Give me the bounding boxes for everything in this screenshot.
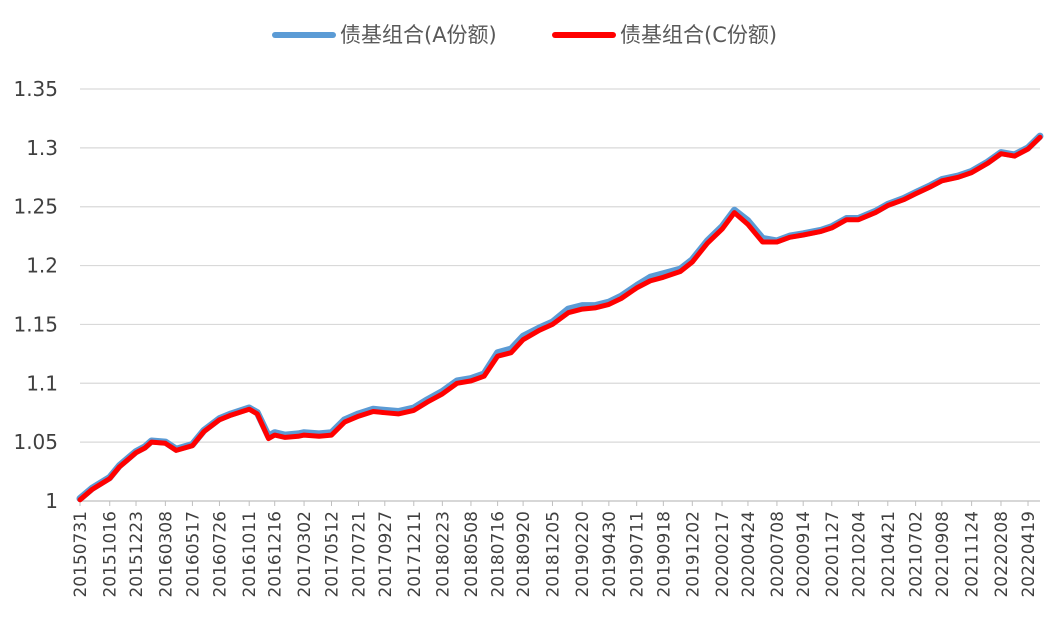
x-tick-label: 20161216: [266, 511, 286, 598]
x-tick-label: 20200217: [713, 511, 733, 598]
y-tick-label: 1.1: [26, 371, 58, 395]
legend-label-c: 债基组合(C份额): [620, 23, 777, 47]
x-tick-label: 20160726: [210, 511, 230, 598]
x-tick-label: 20151223: [127, 511, 147, 598]
legend-item-a[interactable]: 债基组合(A份额): [272, 23, 497, 47]
x-tick-label: 20190430: [600, 511, 620, 598]
x-tick-label: 20180223: [433, 511, 453, 598]
x-tick-label: 20170302: [295, 511, 315, 598]
x-tick-label: 20200424: [739, 511, 759, 598]
y-axis: 1 1.05 1.1 1.15 1.2 1.25 1.3 1.35: [13, 77, 58, 513]
x-tick-label: 20181205: [543, 511, 563, 598]
y-tick-label: 1: [45, 489, 58, 513]
series-line-c: [77, 134, 1043, 503]
x-tick-label: 20210421: [879, 511, 899, 598]
gridlines: [80, 88, 1040, 502]
x-tick-label: 20190220: [573, 511, 593, 598]
legend-item-c[interactable]: 债基组合(C份额): [552, 23, 777, 47]
legend-label-a: 债基组合(A份额): [340, 23, 497, 47]
y-tick-label: 1.2: [26, 254, 58, 278]
x-tick-label: 20170721: [350, 511, 370, 598]
x-tick-label: 20151016: [101, 511, 121, 598]
x-tick-label: 20180508: [462, 511, 482, 598]
x-tick-label: 20191202: [683, 511, 703, 598]
y-tick-label: 1.3: [26, 136, 58, 160]
x-tick-label: 20171211: [405, 511, 425, 598]
x-tick-label: 20160517: [183, 511, 203, 598]
y-tick-label: 1.25: [13, 195, 58, 219]
x-tick-label: 20210204: [849, 511, 869, 598]
plot-area: [76, 132, 1044, 503]
x-tick-label: 20210908: [933, 511, 953, 598]
x-tick-label: 20180716: [489, 511, 509, 598]
x-tick-label: 20170512: [322, 511, 342, 598]
y-tick-label: 1.35: [13, 77, 58, 101]
x-tick-label: 20150731: [71, 511, 91, 598]
x-axis: 20150731 20151016 20151223 20160308 20160517…: [71, 501, 1039, 598]
x-tick-label: 20161011: [240, 511, 260, 598]
x-tick-label: 20170927: [376, 511, 396, 598]
x-tick-label: 20180920: [514, 511, 534, 598]
y-tick-label: 1.15: [13, 312, 58, 336]
legend: 债基组合(A份额) 债基组合(C份额): [272, 23, 777, 47]
x-tick-label: 20200914: [794, 511, 814, 598]
x-tick-label: 20211124: [963, 511, 983, 598]
x-tick-label: 20190711: [628, 511, 648, 598]
y-tick-label: 1.05: [13, 430, 58, 454]
x-tick-label: 20190918: [654, 511, 674, 598]
x-tick-label: 20200708: [768, 511, 788, 598]
x-tick-label: 20220419: [1019, 511, 1039, 598]
x-tick-label: 20160308: [156, 511, 176, 598]
x-tick-label: 20210702: [907, 511, 927, 598]
x-tick-label: 20201127: [823, 511, 843, 598]
x-tick-label: 20220208: [992, 511, 1012, 598]
